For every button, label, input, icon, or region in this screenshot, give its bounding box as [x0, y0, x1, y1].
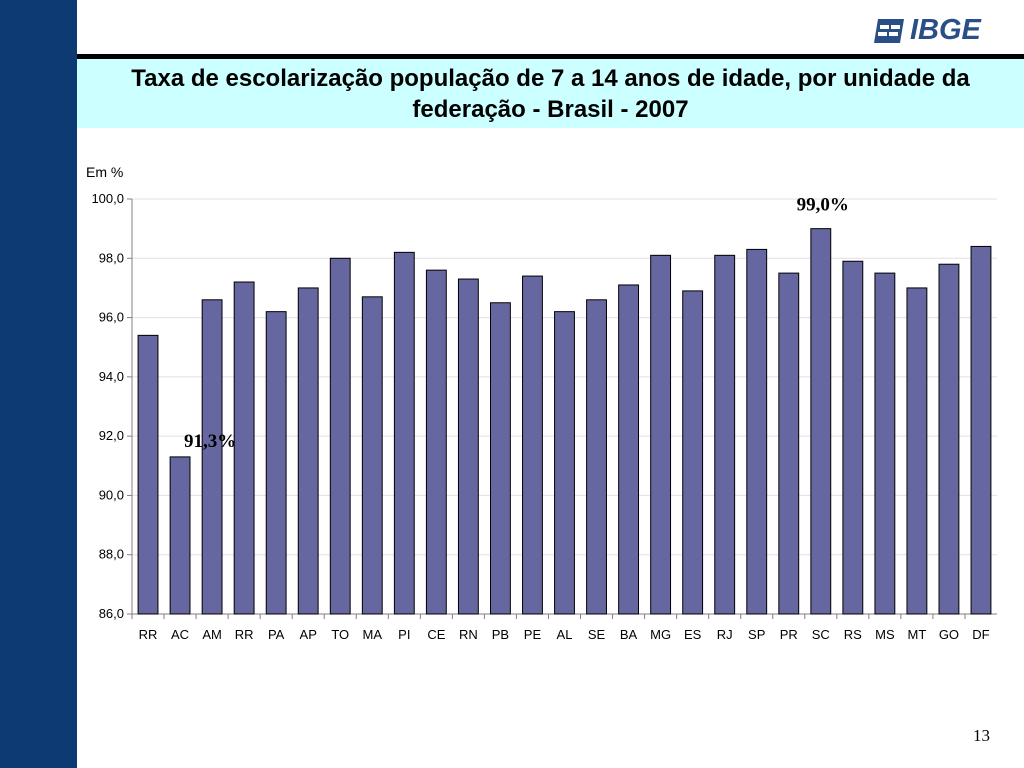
x-category-label: MA: [363, 627, 383, 642]
bar: [297, 287, 319, 615]
bar: [938, 263, 960, 615]
bar: [137, 334, 159, 615]
bar: [169, 456, 191, 615]
bar: [682, 290, 704, 615]
data-annotation: 99,0%: [797, 195, 849, 216]
x-category-label: SP: [748, 627, 765, 642]
y-tick-label: 86,0: [99, 606, 124, 621]
ibge-logo: IBGE: [874, 14, 1002, 46]
x-category-label: PI: [398, 627, 410, 642]
ibge-logo-emblem-icon: [874, 19, 904, 43]
x-category-label: RR: [139, 627, 158, 642]
y-tick-label: 92,0: [99, 428, 124, 443]
y-tick-label: 94,0: [99, 369, 124, 384]
bar: [393, 251, 415, 615]
bar: [586, 299, 607, 615]
x-category-label: AC: [171, 627, 189, 642]
y-tick-label: 96,0: [99, 310, 124, 325]
x-category-label: PR: [780, 627, 798, 642]
bar: [746, 248, 768, 615]
x-category-label: PA: [268, 627, 285, 642]
page-number: 13: [973, 726, 990, 745]
bar: [874, 272, 896, 615]
data-annotation: 91,3%: [184, 431, 236, 452]
x-category-label: RJ: [717, 627, 733, 642]
x-category-label: RS: [844, 627, 862, 642]
bar: [489, 302, 511, 615]
x-category-label: MG: [650, 627, 671, 642]
x-category-label: AL: [557, 627, 573, 642]
x-category-label: DF: [972, 627, 989, 642]
bar: [425, 269, 447, 615]
bar: [233, 281, 255, 615]
bar: [906, 287, 928, 615]
unit-label: Em %: [86, 164, 124, 180]
x-category-label: PB: [492, 627, 509, 642]
bar: [201, 299, 223, 615]
title-banner: Taxa de escolarização população de 7 a 1…: [77, 59, 1024, 128]
x-category-label: ES: [684, 627, 702, 642]
bar: [970, 245, 992, 615]
y-tick-label: 88,0: [99, 547, 124, 562]
bar-chart: 86,0 88,0 90,0 92,0 94,0 96,0 98,0 100,0 RR AC AM R…: [91, 191, 997, 642]
x-category-label: MT: [908, 627, 927, 642]
x-category-label: RN: [459, 627, 478, 642]
x-category-label: CE: [427, 627, 445, 642]
y-tick-label: 100,0: [91, 191, 124, 206]
bar: [265, 311, 287, 615]
x-category-label: RR: [235, 627, 254, 642]
bar: [329, 257, 351, 615]
header-rule: [77, 54, 1024, 59]
bar: [522, 275, 543, 615]
slide-title: Taxa de escolarização população de 7 a 1…: [131, 64, 970, 123]
x-category-label: SC: [812, 627, 830, 642]
x-category-label: AP: [300, 627, 317, 642]
x-category-label: GO: [939, 627, 959, 642]
bar: [554, 311, 575, 615]
y-tick-label: 90,0: [99, 487, 124, 502]
x-category-label: MS: [875, 627, 895, 642]
logo-text: IBGE: [910, 14, 981, 46]
y-tick-label: 98,0: [99, 250, 124, 265]
left-color-band: [0, 0, 77, 768]
bar: [842, 260, 864, 615]
x-category-label: AM: [202, 627, 222, 642]
bar: [714, 254, 736, 615]
bar: [361, 296, 383, 615]
bar: [618, 284, 640, 615]
x-category-label: PE: [524, 627, 542, 642]
x-category-label: TO: [331, 627, 349, 642]
x-category-label: SE: [588, 627, 606, 642]
x-category-label: BA: [620, 627, 638, 642]
bar: [650, 254, 672, 615]
bar: [778, 272, 800, 615]
bar: [810, 228, 832, 615]
bar: [457, 278, 479, 615]
